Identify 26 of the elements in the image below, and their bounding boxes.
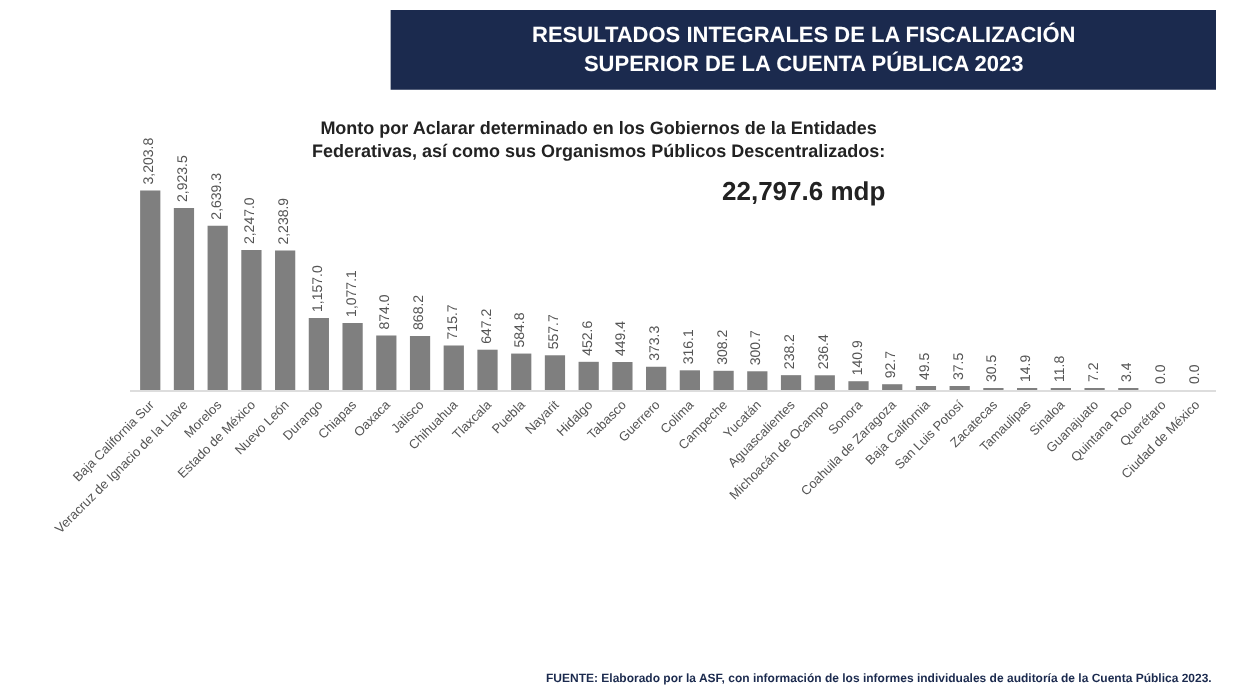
- bar: [443, 345, 464, 390]
- bar: [814, 375, 835, 390]
- bar: [780, 375, 802, 390]
- bar: [409, 335, 431, 390]
- annotation: 22,797.6 mdp: [722, 176, 886, 206]
- bar: [140, 190, 161, 390]
- bar: [511, 353, 532, 390]
- bar: [713, 370, 734, 390]
- bar: [342, 322, 363, 390]
- bar: [646, 366, 667, 390]
- bar: [848, 381, 869, 390]
- bar: [882, 384, 903, 390]
- bar: [612, 362, 633, 390]
- bar: [241, 250, 262, 390]
- bar: [275, 250, 296, 390]
- chart-title: RESULTADOS INTEGRALES DE LA FISCALIZACIÓN SUPERIOR DE LA CUENTA PÚBLICA 2023: [532, 22, 1076, 77]
- bar: [308, 317, 329, 390]
- bar: [207, 225, 228, 390]
- chart-subtitle: Monto por Aclarar determinado en los Gobiernos de la Entidades Federativas, así como sus Organismos Públicos Descentralizados:: [312, 118, 886, 162]
- bar: [679, 370, 700, 390]
- bar: [173, 207, 195, 390]
- bar: [544, 355, 566, 390]
- bar: [477, 349, 498, 390]
- bar: [376, 335, 397, 390]
- bar: [747, 371, 768, 390]
- bar: [578, 361, 599, 390]
